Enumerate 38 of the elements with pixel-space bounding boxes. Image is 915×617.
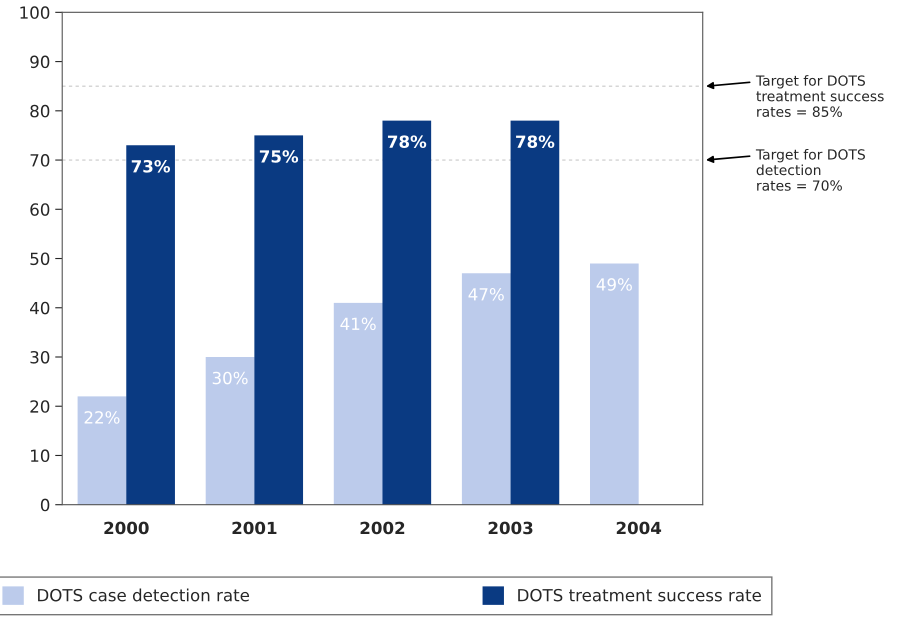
x-tick-label: 2000 [104, 522, 149, 534]
y-tick-label: 90 [30, 56, 50, 68]
data-label: 78% [388, 135, 426, 148]
y-tick-label: 10 [31, 449, 50, 462]
data-label: 73% [132, 160, 170, 173]
y-tick-label: 100 [20, 6, 50, 19]
bar [510, 120, 560, 505]
bar [78, 396, 126, 505]
bar [254, 135, 304, 505]
y-tick-label: 30 [30, 350, 50, 364]
legend-label: DOTS case detection rate [38, 588, 250, 602]
x-tick-label: 2004 [616, 522, 662, 534]
data-label: 47% [468, 288, 504, 301]
bar [206, 356, 254, 505]
y-tick-label: 60 [30, 203, 50, 216]
data-label: 30% [212, 372, 248, 384]
data-label: 78% [516, 135, 554, 148]
y-tick-label: 20 [30, 400, 50, 413]
data-label: 41% [340, 318, 376, 330]
y-tick-label: 50 [30, 252, 50, 266]
y-tick-label: 0 [40, 498, 50, 512]
y-tick-label: 80 [30, 104, 50, 118]
legend-label: DOTS treatment success rate [518, 588, 761, 602]
ref-line-label: Target for DOTS treatment success rates = 85% [756, 75, 884, 117]
x-tick-label: 2002 [360, 522, 404, 534]
bar [382, 120, 432, 505]
y-tick-label: 40 [30, 302, 50, 314]
y-tick-label: 70 [30, 154, 50, 167]
x-tick-label: 2003 [488, 522, 532, 534]
x-tick-label: 2001 [232, 522, 276, 534]
bar [126, 145, 175, 505]
ref-line-label: Target for DOTS detection rates = 70% [756, 148, 865, 191]
bar [334, 302, 382, 505]
bar [462, 273, 511, 505]
data-label: 75% [260, 150, 298, 163]
data-label: 49% [596, 278, 632, 291]
bar [590, 263, 639, 505]
data-label: 22% [84, 411, 120, 424]
